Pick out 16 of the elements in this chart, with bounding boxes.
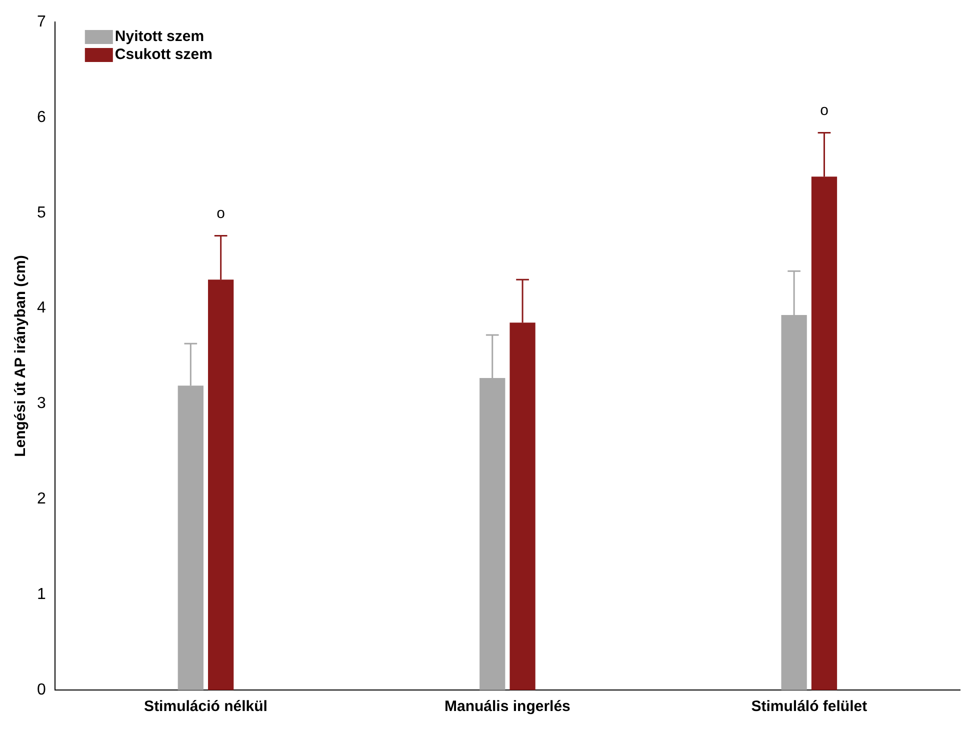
annotation: o [216,204,226,222]
x-tick-label: Manuális ingerlés [444,698,570,716]
y-tick-label: 1 [36,586,46,603]
legend-label: Nyitott szem [114,28,204,46]
y-tick-label: 5 [36,204,46,222]
annotation: o [820,102,828,119]
y-tick-label: 2 [36,490,46,508]
y-tick-label: 7 [36,13,46,30]
x-tick-label: Stimuláló felület [751,698,868,716]
y-tick-label: 4 [36,300,46,317]
y-tick-label: 3 [36,395,46,412]
legend-label: Csukott szem [114,46,212,64]
y-axis-title: Lengési út AP irányban (cm) [12,255,30,457]
y-tick-label: 0 [36,681,46,698]
x-tick-label: Stimuláció nélkül [144,698,268,716]
y-tick-label: 6 [36,108,46,126]
